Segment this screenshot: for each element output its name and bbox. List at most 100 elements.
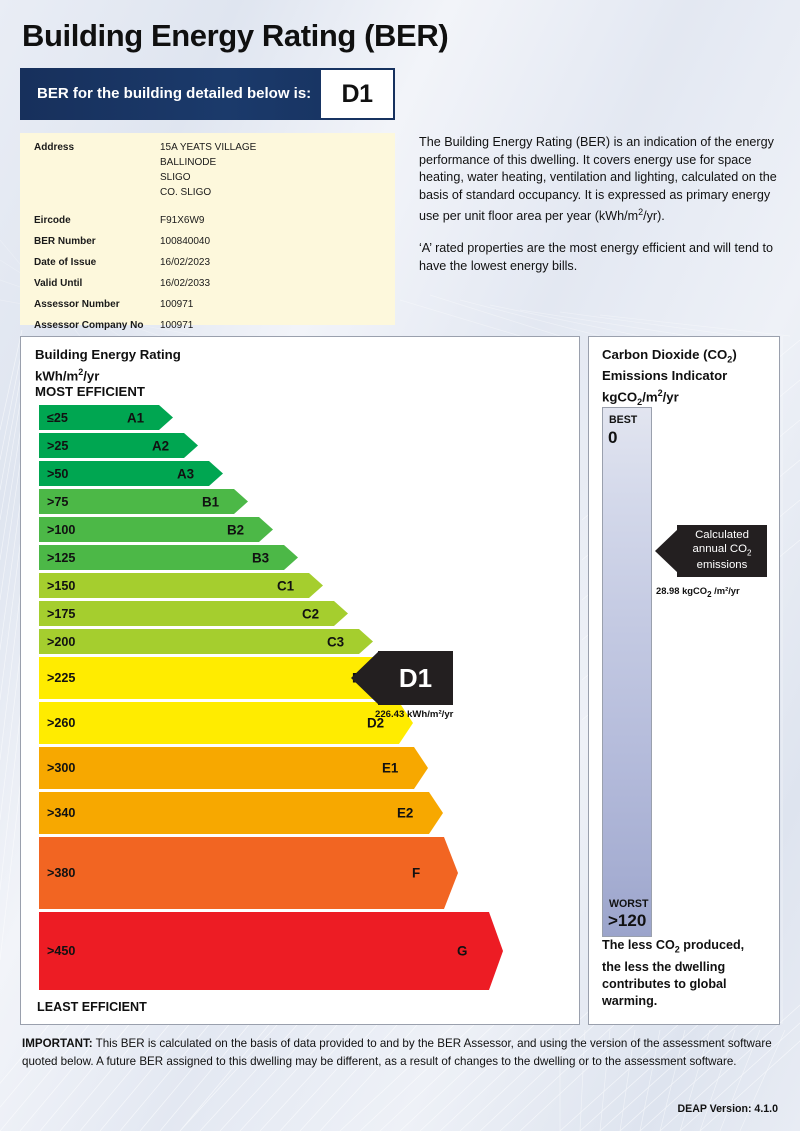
energy-band-threshold: >175 (47, 606, 76, 621)
energy-band-c2: >175 C2 (39, 601, 348, 626)
detail-value-address-2: BALLINODE (160, 157, 217, 168)
detail-value-address-4: CO. SLIGO (160, 187, 212, 198)
co2-best-label: BEST (609, 414, 638, 426)
detail-value-address-1: 15A YEATS VILLAGE (160, 142, 257, 153)
energy-chart-heading-line1: Building Energy Rating (35, 347, 181, 362)
co2-worst-value: >120 (608, 911, 647, 930)
energy-band-threshold: >300 (47, 761, 76, 775)
energy-band-body (39, 405, 159, 430)
ber-description-para-1: The Building Energy Rating (BER) is an i… (419, 134, 791, 226)
energy-band-grade: C3 (327, 634, 345, 649)
important-footnote: IMPORTANT: This BER is calculated on the… (22, 1035, 772, 1070)
energy-band-d1: >225 D1 (39, 657, 398, 699)
energy-band-arrow-tip (414, 747, 428, 789)
co2-value-pre: 28.98 kgCO (656, 585, 708, 596)
detail-value-valid-until: 16/02/2033 (160, 278, 211, 289)
energy-band-arrow-tip (209, 461, 223, 486)
energy-band-a3: >50 A3 (39, 461, 223, 486)
co2-marker-line1: Calculated (695, 528, 749, 541)
energy-band-b1: >75 B1 (39, 489, 248, 514)
co2-h3-post: /m (642, 389, 658, 405)
energy-units-post: /yr (83, 367, 100, 383)
detail-key-ber-number: BER Number (34, 236, 96, 247)
energy-band-body (39, 601, 334, 626)
energy-band-body (39, 702, 399, 744)
energy-band-a1: ≤25 A1 (39, 405, 173, 430)
detail-key-eircode: Eircode (34, 215, 71, 226)
energy-band-c1: >150 C1 (39, 573, 323, 598)
co2-note-line4: warming. (602, 994, 658, 1008)
co2-marker-line3: emissions (696, 559, 748, 572)
co2-h1-post: ) (732, 347, 737, 362)
detail-key-address: Address (34, 142, 75, 153)
desc-p1-b: /yr). (643, 209, 665, 224)
co2-heading-line1: Carbon Dioxide (CO2) (602, 347, 737, 368)
detail-key-valid-until: Valid Until (34, 278, 83, 289)
ber-description: The Building Energy Rating (BER) is an i… (419, 134, 791, 289)
energy-band-body (39, 433, 184, 458)
co2-marker-line2-pre: annual CO (692, 542, 747, 555)
energy-band-grade: E1 (382, 760, 399, 776)
co2-value-post: /m²/yr (711, 585, 740, 596)
energy-band-threshold: >200 (47, 634, 76, 649)
desc-p1-a: The Building Energy Rating (BER) is an i… (419, 135, 777, 224)
energy-band-arrow-tip (334, 601, 348, 626)
important-label: IMPORTANT: (22, 1037, 93, 1050)
energy-band-grade: E2 (397, 805, 414, 821)
building-details-panel: Address 15A YEATS VILLAGE BALLINODE SLIG… (20, 133, 395, 331)
energy-band-grade: F (412, 865, 421, 881)
most-efficient-label: MOST EFFICIENT (35, 384, 145, 400)
co2-marker-body: Calculated annual CO2 emissions (677, 525, 767, 577)
co2-note-line1-pre: The less CO (602, 938, 675, 953)
co2-marker-line2-sub: 2 (747, 547, 752, 557)
energy-band-g: >450 G (39, 912, 503, 990)
energy-band-threshold: >25 (47, 438, 69, 453)
rating-value: D1 (341, 79, 373, 108)
energy-band-a2: >25 A2 (39, 433, 198, 458)
energy-band-arrow-tip (489, 912, 503, 990)
energy-rating-marker-value: 226.43 kWh/m²/yr (375, 709, 454, 720)
desc-p1-sup: 2 (638, 207, 644, 218)
energy-band-body (39, 837, 444, 909)
co2-emissions-panel: Carbon Dioxide (CO2) Emissions Indicator… (588, 336, 780, 1025)
energy-rating-chart-panel: Building Energy Rating kWh/m2/yr MOST EF… (20, 336, 580, 1025)
co2-worst-label: WORST (609, 898, 649, 910)
energy-band-threshold: ≤25 (47, 410, 68, 425)
energy-band-threshold: >150 (47, 578, 76, 593)
energy-band-arrow-tip (184, 433, 198, 458)
energy-band-d2: >260 D2 (39, 702, 413, 744)
energy-band-threshold: >225 (47, 671, 76, 685)
energy-band-body (39, 792, 429, 834)
least-efficient-label: LEAST EFFICIENT (37, 1000, 147, 1014)
energy-band-grade: D2 (367, 715, 385, 731)
energy-band-threshold: >50 (47, 466, 69, 481)
energy-band-arrow-tip (159, 405, 173, 430)
energy-band-b2: >100 B2 (39, 517, 273, 542)
energy-band-threshold: >340 (47, 806, 76, 820)
detail-key-assessor-number: Assessor Number (34, 299, 120, 310)
energy-band-body (39, 573, 309, 598)
energy-band-arrow-tip (259, 517, 273, 542)
detail-key-date-of-issue: Date of Issue (34, 257, 97, 268)
energy-band-threshold: >100 (47, 522, 76, 537)
detail-value-assessor-company-no: 100971 (160, 320, 194, 331)
co2-h3-sup: 2 (657, 387, 663, 398)
co2-h3-end: /yr (662, 389, 679, 405)
co2-best-value: 0 (608, 428, 618, 447)
energy-band-f: >380 F (39, 837, 458, 909)
co2-note: The less CO2 produced, the less the dwel… (602, 937, 770, 1010)
energy-chart-heading: Building Energy Rating kWh/m2/yr MOST EF… (35, 347, 181, 401)
co2-gradient-scale: BEST 0 WORST >120 (602, 407, 652, 937)
co2-note-line1-post: produced, (679, 938, 745, 953)
energy-band-arrow-tip (444, 837, 458, 909)
energy-band-arrow-tip (309, 573, 323, 598)
co2-marker-arrow-point (655, 529, 678, 573)
co2-heading: Carbon Dioxide (CO2) Emissions Indicator… (602, 347, 737, 410)
energy-units-pre: kWh/m (35, 367, 79, 383)
deap-version: DEAP Version: 4.1.0 (677, 1103, 779, 1115)
energy-band-grade: C1 (277, 578, 295, 593)
energy-band-grade: B3 (252, 550, 270, 565)
energy-band-grade: B2 (227, 522, 245, 537)
energy-band-grade: C2 (302, 606, 320, 621)
